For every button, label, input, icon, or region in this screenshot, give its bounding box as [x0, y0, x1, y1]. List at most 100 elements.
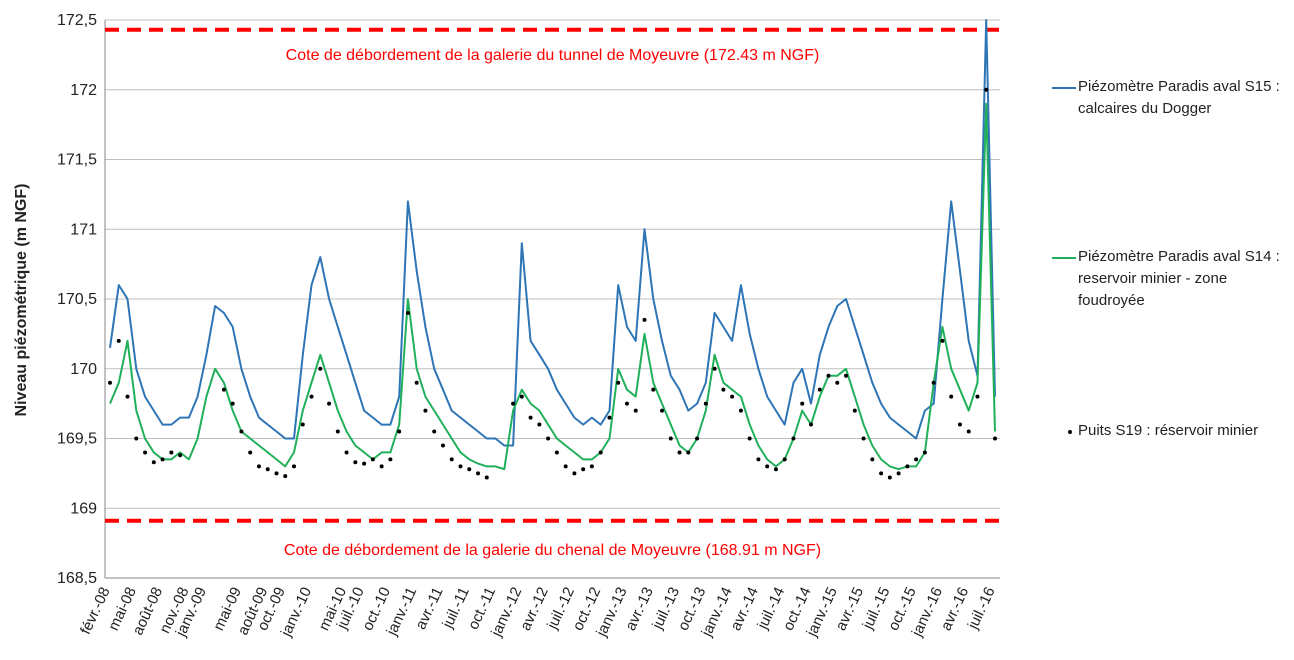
- reference-label: Cote de débordement de la galerie du che…: [284, 542, 821, 559]
- data-point: [528, 415, 533, 420]
- data-point: [861, 436, 866, 441]
- series-line: [109, 102, 996, 471]
- data-point: [467, 467, 472, 472]
- data-point: [747, 436, 752, 441]
- data-point: [169, 450, 174, 455]
- y-tick-label: 171: [70, 221, 97, 238]
- data-point: [896, 471, 901, 476]
- data-point: [782, 457, 787, 462]
- data-point: [721, 387, 726, 392]
- data-point: [178, 453, 183, 458]
- data-point: [984, 87, 989, 92]
- data-point: [730, 394, 735, 399]
- data-point: [931, 380, 936, 385]
- data-point: [879, 471, 884, 476]
- data-point: [160, 457, 165, 462]
- data-point: [791, 436, 796, 441]
- data-point: [151, 460, 156, 465]
- y-tick-label: 170,5: [57, 291, 97, 308]
- data-point: [993, 436, 997, 441]
- data-point: [379, 464, 384, 469]
- data-point: [808, 422, 813, 427]
- data-point: [563, 464, 568, 469]
- y-tick-label: 168,5: [57, 570, 97, 587]
- data-point: [844, 373, 849, 378]
- data-point: [765, 464, 770, 469]
- data-point: [221, 387, 226, 392]
- data-point: [554, 450, 559, 455]
- data-point: [423, 408, 428, 413]
- data-point: [388, 457, 393, 462]
- x-tick-label: févr.-08: [77, 585, 114, 638]
- data-point: [335, 429, 340, 434]
- data-point: [397, 429, 402, 434]
- data-point: [143, 450, 148, 455]
- legend-label: Piézomètre Paradis aval S15 : calcaires …: [1078, 78, 1280, 117]
- data-point: [957, 422, 962, 427]
- data-point: [773, 467, 778, 472]
- data-point: [511, 401, 516, 406]
- data-point: [598, 450, 603, 455]
- data-point: [949, 394, 954, 399]
- data-point: [660, 408, 665, 413]
- data-point: [756, 457, 761, 462]
- data-point: [686, 450, 691, 455]
- data-point: [239, 429, 244, 434]
- y-tick-label: 172: [70, 82, 97, 99]
- data-point: [695, 436, 700, 441]
- data-point: [414, 380, 419, 385]
- data-point: [624, 401, 629, 406]
- data-point: [230, 401, 235, 406]
- data-point: [852, 408, 857, 413]
- data-point: [870, 457, 875, 462]
- y-tick-label: 170: [70, 361, 97, 378]
- data-point: [940, 338, 945, 343]
- data-point: [256, 464, 261, 469]
- data-point: [607, 415, 612, 420]
- y-tick-label: 169,5: [57, 431, 97, 448]
- data-point: [318, 366, 323, 371]
- data-point: [966, 429, 971, 434]
- data-point: [432, 429, 437, 434]
- data-point: [327, 401, 332, 406]
- data-point: [116, 338, 121, 343]
- data-point: [581, 467, 586, 472]
- data-point: [616, 380, 621, 385]
- data-point: [292, 464, 297, 469]
- data-point: [519, 394, 524, 399]
- legend-label: Piézomètre Paradis aval S14 : reservoir …: [1078, 248, 1280, 309]
- data-point: [274, 471, 279, 476]
- legend-label: Puits S19 : réservoir minier: [1078, 422, 1259, 439]
- data-point: [887, 475, 892, 480]
- y-tick-label: 172,5: [57, 12, 97, 29]
- data-point: [476, 471, 481, 476]
- data-point: [405, 310, 410, 315]
- data-point: [484, 475, 489, 480]
- data-point: [633, 408, 638, 413]
- data-point: [300, 422, 305, 427]
- data-point: [546, 436, 551, 441]
- data-point: [449, 457, 454, 462]
- data-point: [914, 457, 919, 462]
- data-point: [309, 394, 314, 399]
- data-point: [125, 394, 130, 399]
- data-point: [572, 471, 577, 476]
- data-point: [703, 401, 708, 406]
- data-point: [922, 450, 927, 455]
- data-point: [134, 436, 139, 441]
- data-point: [712, 366, 717, 371]
- series-line: [109, 19, 996, 447]
- reference-label: Cote de débordement de la galerie du tun…: [286, 47, 820, 64]
- y-axis-label: Niveau piézométrique (m NGF): [13, 184, 30, 417]
- data-point: [800, 401, 805, 406]
- data-point: [589, 464, 594, 469]
- data-point: [817, 387, 822, 392]
- data-point: [370, 457, 375, 462]
- data-point: [668, 436, 673, 441]
- data-point: [248, 450, 253, 455]
- y-tick-label: 171,5: [57, 152, 97, 169]
- data-point: [283, 474, 288, 479]
- data-point: [642, 317, 647, 322]
- data-point: [905, 464, 910, 469]
